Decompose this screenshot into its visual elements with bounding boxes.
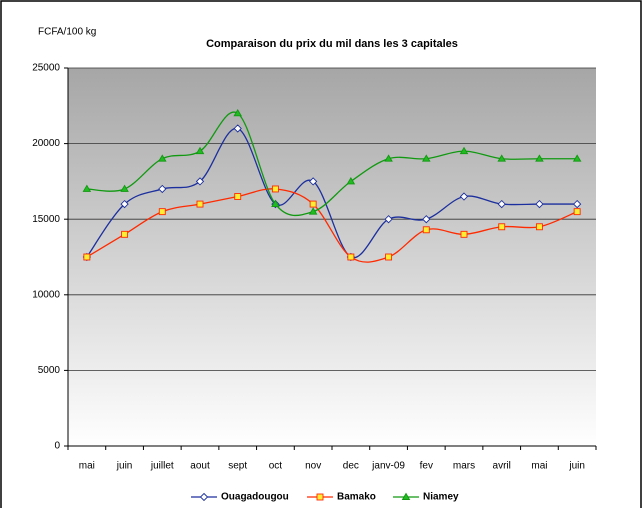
- x-tick-label: juillet: [150, 461, 174, 472]
- legend-label: Niamey: [423, 492, 459, 503]
- x-tick-label: mai: [531, 461, 547, 472]
- y-tick-label: 25000: [32, 63, 60, 74]
- marker: [347, 253, 355, 261]
- marker: [459, 146, 469, 155]
- marker: [573, 199, 582, 209]
- marker: [497, 199, 506, 209]
- x-tick-label: sept: [228, 461, 247, 472]
- x-tick-label: aout: [190, 461, 210, 472]
- marker: [573, 208, 581, 216]
- marker: [498, 223, 506, 231]
- y-tick-label: 5000: [38, 365, 61, 376]
- marker: [233, 108, 242, 117]
- marker: [195, 177, 205, 186]
- legend-marker: [199, 492, 209, 502]
- marker: [271, 199, 280, 208]
- marker: [308, 207, 318, 215]
- x-tick-label: nov: [305, 461, 321, 472]
- x-tick-label: dec: [343, 461, 359, 472]
- marker: [346, 177, 356, 185]
- marker: [384, 154, 393, 162]
- marker: [422, 215, 431, 224]
- marker: [385, 253, 393, 261]
- marker: [459, 192, 469, 201]
- x-tick-label: oct: [269, 461, 283, 472]
- marker: [158, 184, 167, 194]
- marker: [271, 185, 279, 193]
- marker: [233, 124, 242, 133]
- x-tick-label: fev: [420, 461, 433, 472]
- legend-marker: [316, 493, 324, 501]
- y-axis-label: FCFA/100 kg: [38, 27, 96, 38]
- marker: [196, 200, 204, 208]
- legend-marker: [401, 492, 411, 500]
- x-tick-label: juin: [116, 461, 133, 472]
- marker: [460, 230, 468, 238]
- marker: [422, 154, 431, 162]
- marker: [120, 184, 129, 192]
- marker: [535, 154, 544, 162]
- marker: [120, 199, 129, 209]
- marker: [535, 199, 544, 209]
- marker: [384, 215, 393, 224]
- x-tick-label: mars: [453, 461, 475, 472]
- marker: [158, 154, 167, 162]
- marker: [497, 154, 506, 162]
- x-tick-label: janv-09: [371, 461, 405, 472]
- series-line: [86, 127, 578, 259]
- chart-title: Comparaison du prix du mil dans les 3 ca…: [206, 38, 458, 50]
- marker: [82, 184, 92, 192]
- series-line: [86, 111, 578, 217]
- marker: [535, 223, 543, 231]
- legend-label: Bamako: [337, 492, 376, 503]
- marker: [121, 230, 129, 238]
- marker: [83, 253, 91, 261]
- plot-area: [68, 68, 596, 446]
- marker: [158, 208, 166, 216]
- marker: [572, 154, 582, 162]
- y-tick-label: 10000: [32, 289, 60, 300]
- y-tick-label: 20000: [32, 138, 60, 149]
- marker: [422, 226, 430, 234]
- marker: [195, 146, 205, 155]
- x-tick-label: mai: [79, 461, 95, 472]
- x-tick-label: avril: [493, 461, 511, 472]
- y-tick-label: 0: [54, 441, 60, 452]
- legend-label: Ouagadougou: [221, 492, 289, 503]
- series-line: [86, 188, 578, 263]
- marker: [234, 193, 242, 200]
- x-tick-label: juin: [568, 461, 585, 472]
- marker: [309, 177, 318, 186]
- marker: [309, 200, 317, 208]
- y-tick-label: 15000: [32, 214, 60, 225]
